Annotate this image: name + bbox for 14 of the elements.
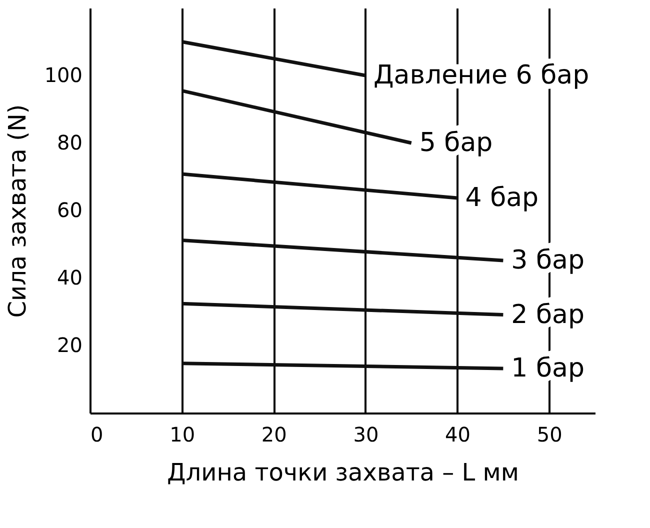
y-axis-title: Сила захвата (N) (3, 104, 32, 318)
y-tick-label: 40 (57, 266, 82, 290)
series-label: 4 бар (465, 183, 539, 214)
x-tick-label: 40 (445, 422, 470, 446)
x-tick-label: 50 (536, 422, 562, 446)
x-tick-label: 20 (261, 422, 287, 446)
y-tick-label: 80 (57, 130, 82, 154)
y-tick-label: 20 (57, 333, 82, 357)
x-tick-label: 0 (90, 422, 104, 446)
y-tick-label: 100 (44, 63, 82, 87)
x-axis-title: Длина точки захвата – L мм (167, 458, 519, 486)
x-tick-label: 30 (353, 422, 379, 446)
y-tick-label: 60 (57, 198, 82, 222)
x-tick-label: 10 (170, 422, 196, 446)
